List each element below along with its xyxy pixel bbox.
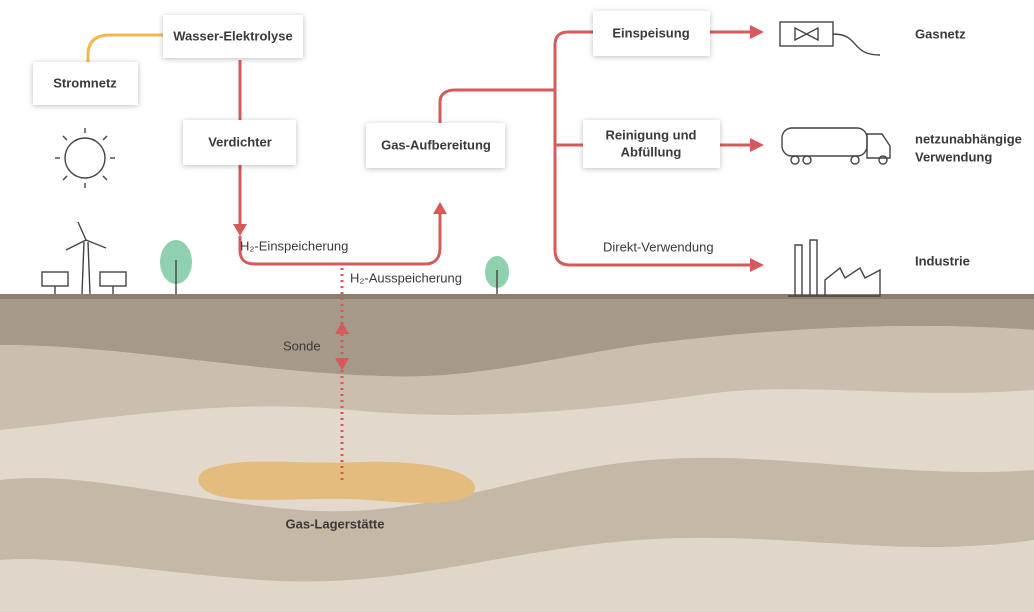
node-label: Verdichter bbox=[208, 134, 272, 149]
flow-label: H₂-Einspeicherung bbox=[240, 238, 348, 253]
node-label: Einspeisung bbox=[612, 25, 689, 40]
node-label: Wasser-Elektrolyse bbox=[173, 28, 292, 43]
flow-label: Direkt-Verwendung bbox=[603, 239, 714, 254]
node-label: Abfüllung bbox=[621, 144, 682, 159]
deposit-label: Gas-Lagerstätte bbox=[286, 516, 385, 531]
destination-label: Gasnetz bbox=[915, 26, 966, 41]
flow-label: Sonde bbox=[283, 338, 321, 353]
destination-label: netzunabhängige bbox=[915, 131, 1022, 146]
flow-label: H₂-Ausspeicherung bbox=[350, 270, 462, 285]
node-label: Stromnetz bbox=[53, 75, 117, 90]
node-label: Reinigung und bbox=[606, 127, 697, 142]
diagram: Stromnetz Wasser-Elektrolyse Verdichter … bbox=[0, 0, 1034, 612]
destination-label: Industrie bbox=[915, 253, 970, 268]
node-label: Gas-Aufbereitung bbox=[381, 137, 491, 152]
destination-label: Verwendung bbox=[915, 149, 992, 164]
ground bbox=[0, 294, 1034, 612]
